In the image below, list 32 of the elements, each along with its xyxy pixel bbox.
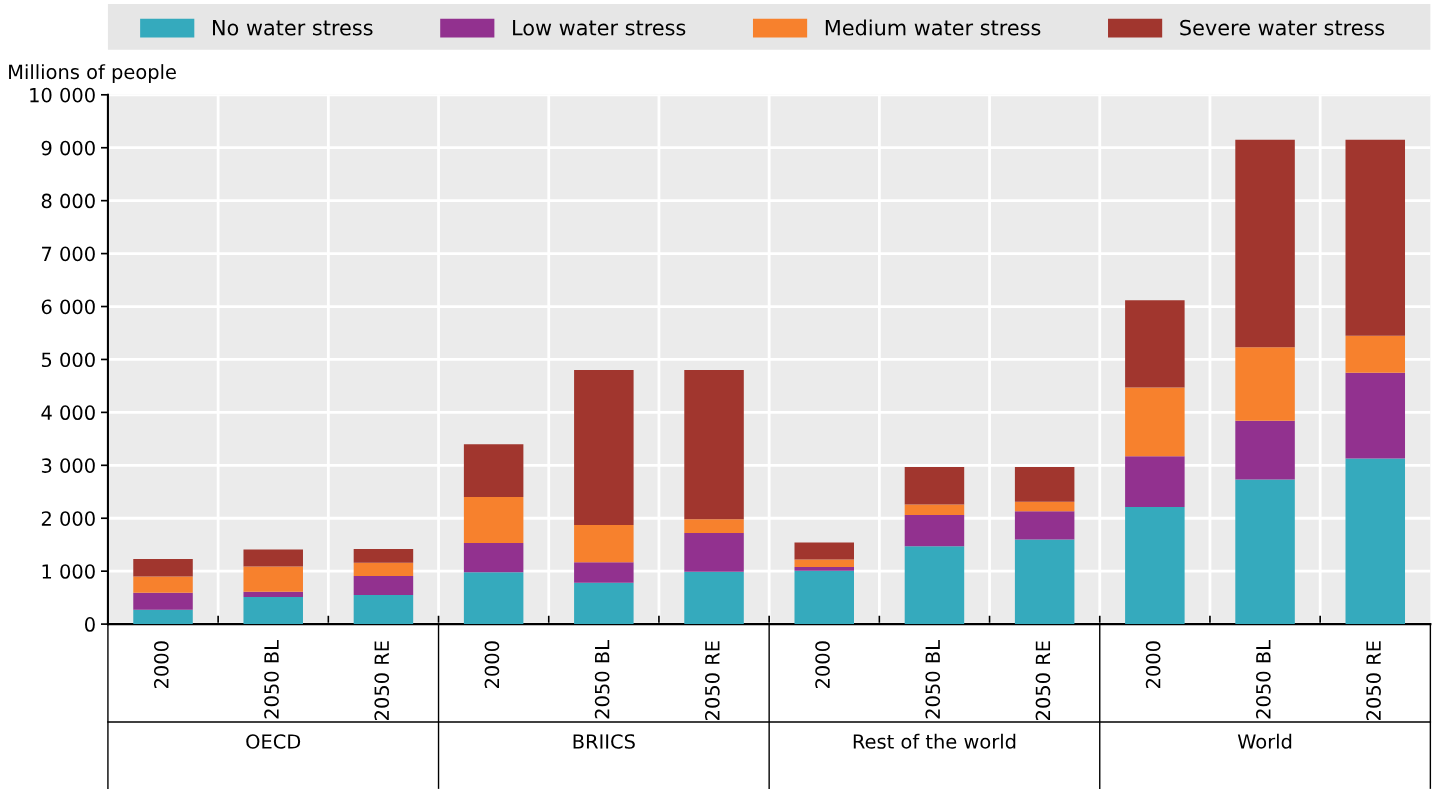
y-tick-label: 7 000 <box>42 246 95 262</box>
x-tick-label: 2050 BL <box>1255 640 1271 719</box>
y-tick-label: 3 000 <box>41 458 95 473</box>
x-tick-label: 2050 BL <box>925 640 941 719</box>
x-tick-label: 2050 RE <box>1035 641 1051 721</box>
y-tick-label: 6 000 <box>41 299 95 315</box>
y-tick-label: 0 <box>85 617 95 632</box>
x-tick-label: 2000 <box>484 641 500 689</box>
y-tick-label: 10 000 <box>30 87 95 103</box>
x-tick-label: 2050 RE <box>704 641 720 721</box>
x-tick-label: 2050 RE <box>1366 641 1381 721</box>
text: BRIICS <box>573 734 635 749</box>
x-tick-label: 2000 <box>153 641 169 689</box>
y-tick-label: 2 000 <box>41 511 95 526</box>
text: OECD <box>246 734 301 749</box>
x-tick-label: 2050 RE <box>374 641 390 721</box>
x-tick-label: 2000 <box>1145 641 1161 689</box>
y-tick-label: 4 000 <box>41 405 95 421</box>
y-tick-label: 1 000 <box>42 564 95 579</box>
legend-label: No water stress <box>213 20 373 36</box>
x-tick-label: 2000 <box>815 641 830 689</box>
y-tick-label: 8 000 <box>41 193 95 209</box>
y-tick-label: 5 000 <box>41 352 95 368</box>
y-tick-label: 9 000 <box>41 140 95 156</box>
text: Rest of the world <box>853 733 1016 749</box>
x-tick-label: 2050 BL <box>264 640 279 719</box>
x-tick-label: 2050 BL <box>594 640 610 719</box>
text: World <box>1237 733 1292 749</box>
legend-label: Severe water stress <box>1180 19 1385 36</box>
legend-label: Low water stress <box>513 20 686 36</box>
y-axis-title: Millions of people <box>9 64 176 83</box>
legend-label: Medium water stress <box>825 19 1041 36</box>
